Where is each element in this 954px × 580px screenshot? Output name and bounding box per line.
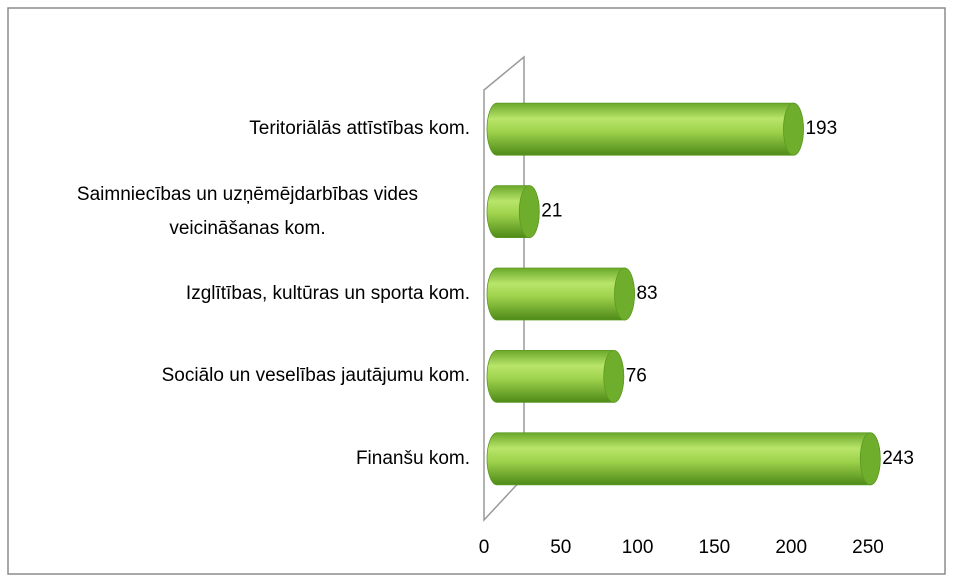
- bar-cap: [603, 349, 625, 403]
- chart-border: [7, 7, 946, 575]
- axis-wall: [483, 55, 525, 522]
- y-tick-label: Sociālo un veselības jautājumu kom.: [161, 365, 470, 387]
- bar: [486, 432, 881, 486]
- bar: [486, 102, 804, 156]
- x-tick-label: 200: [775, 537, 807, 558]
- bar-body: [486, 350, 625, 403]
- bar-cap: [859, 432, 881, 486]
- bar: [486, 349, 625, 403]
- x-tick-label: 150: [699, 537, 731, 558]
- bar-body: [486, 267, 635, 321]
- bar: [486, 185, 540, 239]
- bar-body: [486, 432, 881, 486]
- y-tick-label: Teritoriālās attīstības kom.: [249, 118, 470, 140]
- value-label: 83: [636, 283, 657, 304]
- y-tick-label: Izglītības, kultūras un sporta kom.: [185, 283, 470, 304]
- bar-cap: [518, 185, 540, 239]
- value-label: 76: [626, 365, 647, 386]
- y-tick-label: Finanšu kom.: [355, 447, 470, 469]
- x-tick-label: 0: [479, 537, 490, 558]
- value-label: 243: [882, 448, 914, 469]
- bar: [486, 267, 635, 321]
- x-tick-label: 100: [622, 537, 654, 558]
- x-tick-label: 50: [550, 537, 571, 558]
- y-tick-label: Saimniecības un uzņēmējdarbības vides ve…: [76, 183, 419, 239]
- bar-cap: [614, 267, 635, 321]
- value-label: 21: [541, 201, 562, 222]
- value-label: 193: [805, 118, 837, 139]
- x-tick-label: 250: [852, 537, 884, 558]
- bar-cap: [783, 102, 804, 156]
- bar-body: [486, 102, 804, 156]
